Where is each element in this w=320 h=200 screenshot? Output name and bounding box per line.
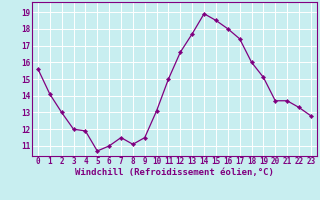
X-axis label: Windchill (Refroidissement éolien,°C): Windchill (Refroidissement éolien,°C) (75, 168, 274, 177)
